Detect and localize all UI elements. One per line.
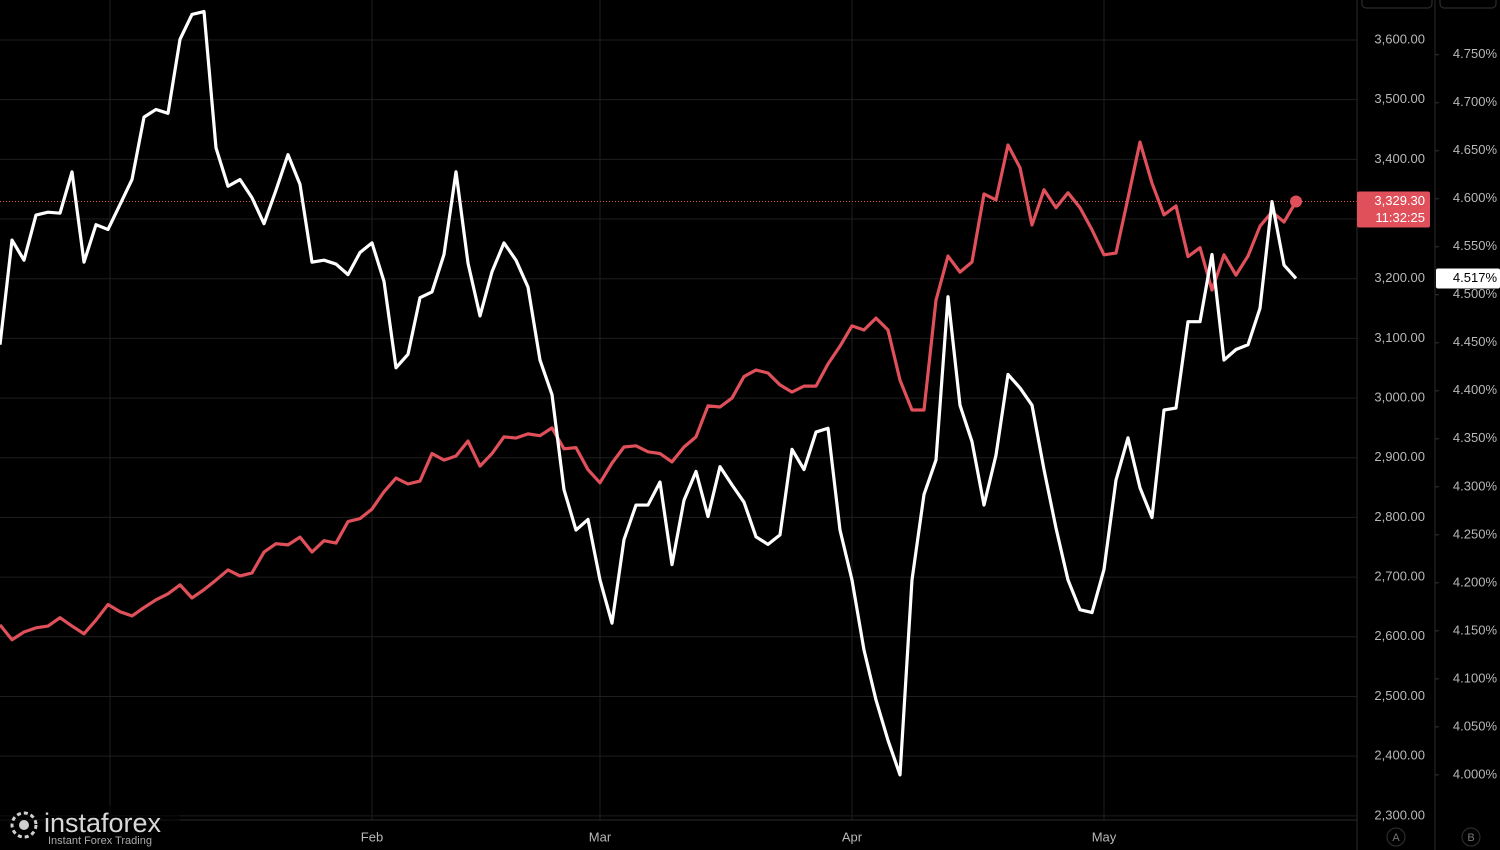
y-tick-label: 2,900.00 bbox=[1374, 449, 1425, 464]
y2-tick-label: 4.550% bbox=[1453, 238, 1498, 253]
y2-tick-label: 4.650% bbox=[1453, 142, 1498, 157]
x-tick-label: Apr bbox=[842, 829, 863, 844]
y-tick-label: 3,500.00 bbox=[1374, 91, 1425, 106]
y2-tick-label: 4.600% bbox=[1453, 190, 1498, 205]
watermark-tagline: Instant Forex Trading bbox=[48, 835, 152, 847]
y-tick-label: 2,400.00 bbox=[1374, 748, 1425, 763]
y2-tick-label: 4.750% bbox=[1453, 46, 1498, 61]
x-tick-label: Mar bbox=[589, 829, 612, 844]
y-tick-label: 2,500.00 bbox=[1374, 688, 1425, 703]
watermark-logo bbox=[10, 811, 38, 839]
y2-tick-label: 4.400% bbox=[1453, 382, 1498, 397]
y-tick-label: 2,300.00 bbox=[1374, 807, 1425, 822]
y-tick-label: 3,000.00 bbox=[1374, 390, 1425, 405]
axis-button[interactable] bbox=[1386, 827, 1406, 847]
price-badge-label: 3,329.30 bbox=[1374, 193, 1425, 208]
y-tick-label: 2,800.00 bbox=[1374, 509, 1425, 524]
y-tick-label: 2,700.00 bbox=[1374, 569, 1425, 584]
series-line bbox=[0, 9, 1298, 777]
y-tick-label: 3,600.00 bbox=[1374, 31, 1425, 46]
axis-control bbox=[1361, 0, 1433, 9]
y-tick-label: 3,100.00 bbox=[1374, 330, 1425, 345]
axis-button-label[interactable]: A bbox=[1392, 832, 1400, 844]
y2-tick-label: 4.500% bbox=[1453, 286, 1498, 301]
y2-tick-label: 4.450% bbox=[1453, 334, 1498, 349]
y-tick-label: 3,200.00 bbox=[1374, 270, 1425, 285]
watermark-brand: instaforex bbox=[44, 808, 162, 838]
y2-tick-label: 4.150% bbox=[1453, 622, 1498, 637]
countdown-label: 11:32:25 bbox=[1375, 210, 1425, 225]
y2-tick-label: 4.300% bbox=[1453, 478, 1498, 493]
axis-button[interactable] bbox=[1461, 827, 1481, 847]
plot bbox=[0, 9, 1302, 777]
axis-button-label[interactable]: B bbox=[1467, 832, 1474, 844]
y2-tick-label: 4.350% bbox=[1453, 430, 1498, 445]
last-point bbox=[1290, 195, 1302, 208]
axis-labels: 2,300.00 2,400.00 2,500.00 2,600.00 2,700.00… bbox=[361, 31, 1500, 844]
yield-badge bbox=[1436, 268, 1500, 289]
y-tick-label: 3,400.00 bbox=[1374, 151, 1425, 166]
price-badge bbox=[1357, 191, 1430, 228]
x-tick-label: Feb bbox=[361, 829, 383, 844]
axis-control bbox=[1439, 0, 1497, 9]
watermark-bg bbox=[0, 805, 180, 850]
y2-tick-label: 4.700% bbox=[1453, 94, 1498, 109]
yield-badge-label: 4.517% bbox=[1453, 270, 1498, 285]
x-tick-label: May bbox=[1092, 829, 1117, 844]
y-tick-label: 2,600.00 bbox=[1374, 628, 1425, 643]
y2-tick-label: 4.000% bbox=[1453, 766, 1498, 781]
y2-tick-label: 4.200% bbox=[1453, 574, 1498, 589]
y2-tick-label: 4.050% bbox=[1453, 718, 1498, 733]
series-line bbox=[0, 140, 1298, 642]
grid bbox=[0, 0, 1357, 820]
y2-tick-label: 4.250% bbox=[1453, 526, 1498, 541]
y2-tick-label: 4.100% bbox=[1453, 670, 1498, 685]
